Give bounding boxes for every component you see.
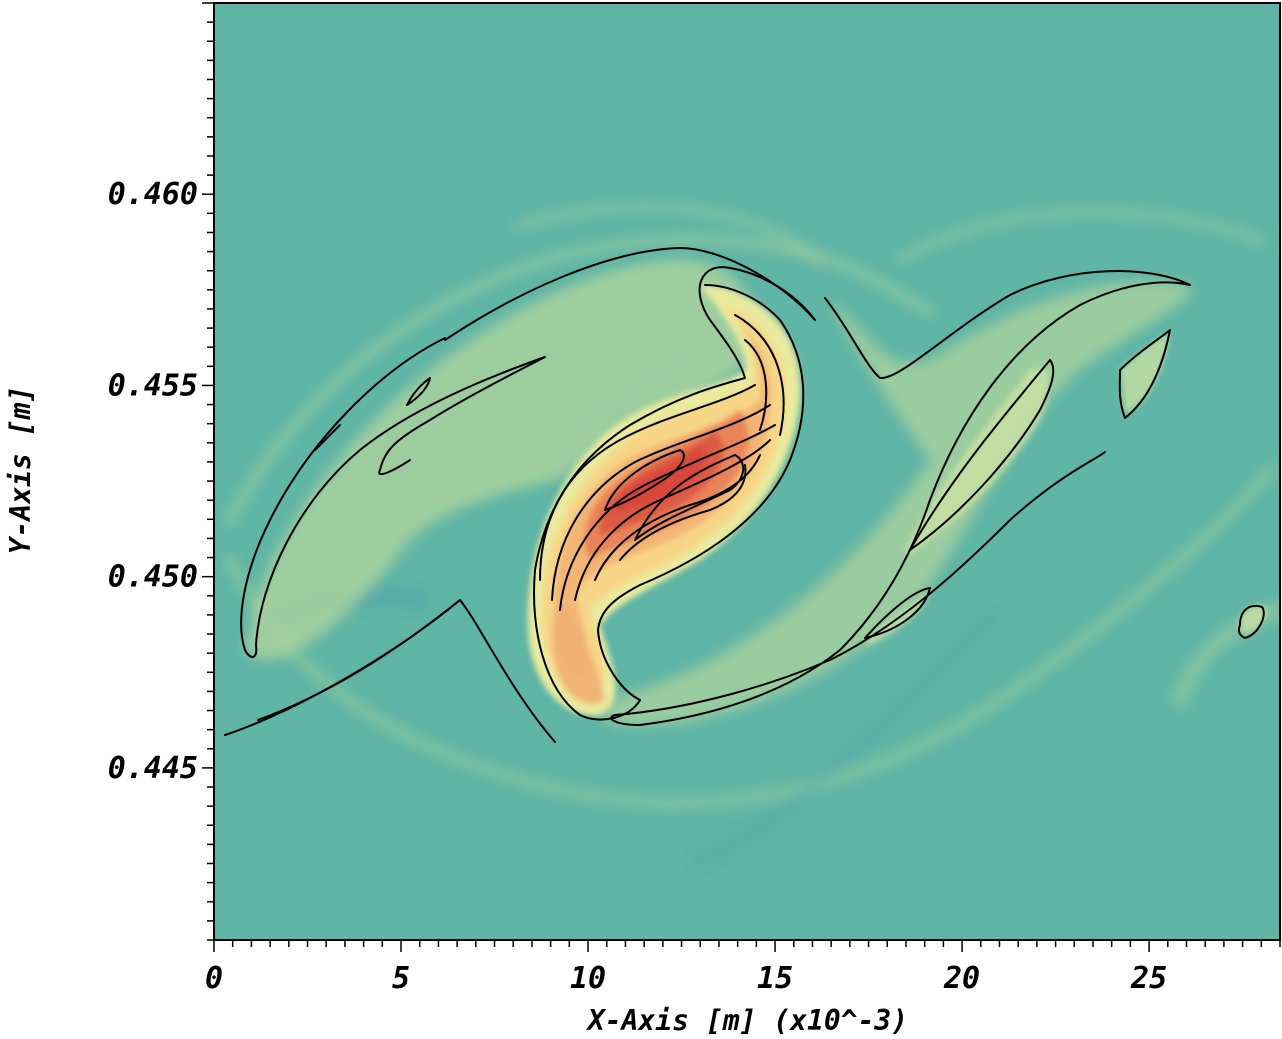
contour-lines (224, 247, 1265, 743)
y-axis: 0.445 0.450 0.455 0.460 (108, 2, 214, 941)
x-tick-label: 20 (943, 961, 980, 996)
y-axis-title: Y-Axis [m] (4, 386, 37, 555)
x-axis: 0 5 10 15 20 25 (205, 940, 1281, 996)
x-tick-label: 10 (570, 961, 606, 996)
x-tick-label: 0 (205, 961, 223, 996)
x-tick-label: 5 (392, 961, 410, 996)
y-tick-label: 0.455 (108, 368, 198, 403)
filaments (865, 330, 1268, 645)
x-axis-title: X-Axis [m] (x10^-3) (586, 1004, 908, 1037)
y-tick-label: 0.445 (108, 751, 198, 786)
y-tick-label: 0.460 (108, 177, 198, 212)
x-tick-label: 25 (1130, 961, 1167, 996)
x-tick-label: 15 (757, 961, 793, 996)
plot-frame (213, 2, 1281, 941)
y-tick-label: 0.450 (108, 560, 198, 595)
field-layer (224, 203, 1280, 867)
